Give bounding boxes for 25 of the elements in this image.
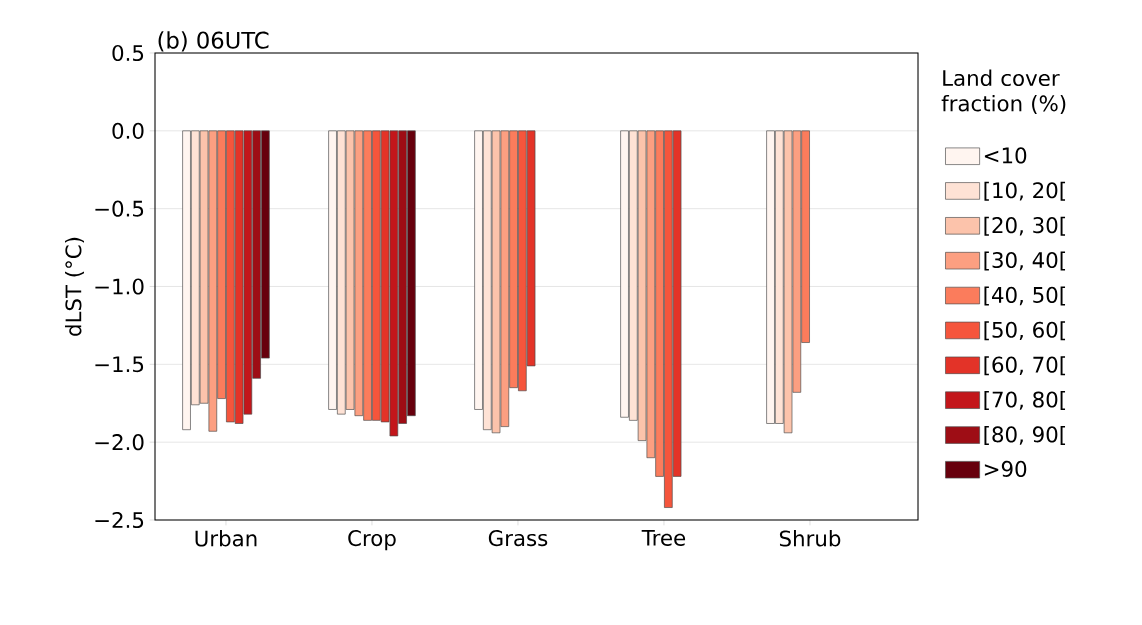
legend-label: [60, 70[ <box>984 356 1066 376</box>
y-tick-label: −2.0 <box>95 434 144 451</box>
legend-label: [50, 60[ <box>984 321 1066 341</box>
x-tick-label: Shrub <box>779 530 841 547</box>
y-tick-label: −0.5 <box>95 200 144 217</box>
x-tick-label: Crop <box>348 530 396 551</box>
y-tick-label: −1.0 <box>95 278 144 295</box>
legend-title: Land cover fraction (%) <box>941 69 1066 114</box>
y-tick-label: 0.0 <box>112 122 144 139</box>
y-tick-label: −1.5 <box>95 356 144 373</box>
y-tick-label: 0.5 <box>112 44 144 62</box>
y-tick-label: −2.5 <box>95 511 144 529</box>
chart-title: (b) 06UTC <box>158 31 269 52</box>
legend-label: [30, 40[ <box>984 251 1066 271</box>
y-axis-title: dLST (°C) <box>64 237 84 336</box>
legend-label: [40, 50[ <box>984 286 1066 306</box>
legend-label: [80, 90[ <box>984 425 1066 445</box>
legend-label: [70, 80[ <box>984 391 1066 411</box>
legend-label: <10 <box>984 147 1027 164</box>
legend-label: [10, 20[ <box>984 181 1066 201</box>
x-tick-label: Tree <box>641 530 686 546</box>
x-tick-label: Grass <box>488 530 548 547</box>
legend-label: >90 <box>984 460 1027 477</box>
x-tick-label: Urban <box>195 530 257 547</box>
legend-label: [20, 30[ <box>984 216 1066 236</box>
